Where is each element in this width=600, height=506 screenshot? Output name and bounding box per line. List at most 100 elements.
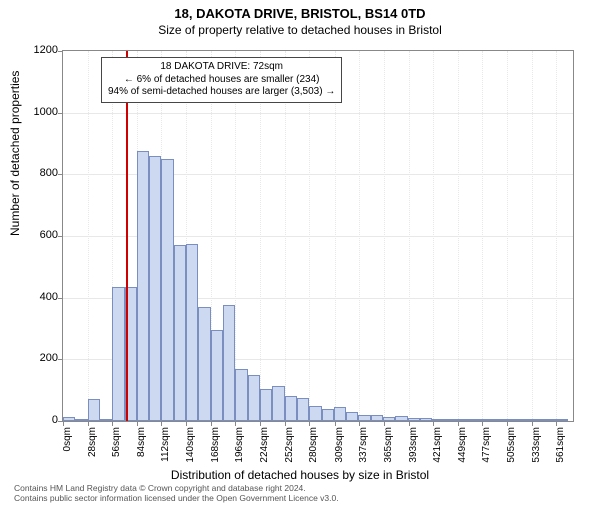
x-tick-label: 337sqm (358, 427, 369, 477)
tick-mark (88, 421, 89, 426)
attribution-footer: Contains HM Land Registry data © Crown c… (14, 484, 339, 504)
histogram-bar (63, 417, 75, 421)
gridline (335, 51, 336, 421)
gridline (235, 51, 236, 421)
histogram-bar (309, 406, 321, 421)
x-tick-label: 252sqm (284, 427, 295, 477)
x-tick-label: 84sqm (136, 427, 147, 477)
histogram-bar (149, 156, 161, 421)
histogram-bar (161, 159, 173, 421)
tick-mark (433, 421, 434, 426)
tick-mark (112, 421, 113, 426)
histogram-bar (420, 418, 432, 421)
x-tick-label: 196sqm (234, 427, 245, 477)
tick-mark (260, 421, 261, 426)
gridline (309, 51, 310, 421)
tick-mark (384, 421, 385, 426)
tick-mark (58, 298, 63, 299)
tick-mark (409, 421, 410, 426)
x-tick-label: 561sqm (555, 427, 566, 477)
gridline (507, 51, 508, 421)
gridline (260, 51, 261, 421)
gridline (384, 51, 385, 421)
x-tick-label: 0sqm (62, 427, 73, 477)
tick-mark (556, 421, 557, 426)
histogram-bar (322, 409, 334, 421)
histogram-bar (186, 244, 198, 421)
x-tick-label: 449sqm (457, 427, 468, 477)
chart-title: 18, DAKOTA DRIVE, BRISTOL, BS14 0TD (0, 6, 600, 21)
gridline (532, 51, 533, 421)
annotation-line: ← 6% of detached houses are smaller (234… (108, 74, 335, 87)
footer-line: Contains public sector information licen… (14, 494, 339, 504)
histogram-bar (482, 419, 494, 421)
histogram-bar (297, 398, 309, 421)
histogram-bar (248, 375, 260, 421)
histogram-bar (518, 419, 530, 421)
tick-mark (211, 421, 212, 426)
histogram-bar (346, 412, 358, 421)
histogram-bar (211, 330, 223, 421)
y-tick-label: 200 (18, 352, 58, 364)
histogram-bar (371, 415, 383, 421)
histogram-bar (112, 287, 124, 421)
histogram-bar (555, 419, 567, 421)
y-axis-label: Number of detached properties (8, 71, 22, 236)
annotation-line: 94% of semi-detached houses are larger (… (108, 86, 335, 99)
histogram-bar (88, 399, 100, 421)
x-tick-label: 505sqm (506, 427, 517, 477)
histogram-bar (75, 419, 87, 421)
histogram-bar (543, 419, 555, 421)
y-tick-label: 1000 (18, 106, 58, 118)
x-tick-label: 477sqm (481, 427, 492, 477)
tick-mark (58, 236, 63, 237)
x-tick-label: 112sqm (160, 427, 171, 477)
x-tick-label: 280sqm (308, 427, 319, 477)
tick-mark (58, 174, 63, 175)
x-tick-label: 393sqm (408, 427, 419, 477)
histogram-bar (408, 418, 420, 421)
x-tick-label: 224sqm (259, 427, 270, 477)
x-tick-label: 56sqm (111, 427, 122, 477)
x-tick-label: 533sqm (531, 427, 542, 477)
x-tick-label: 421sqm (432, 427, 443, 477)
tick-mark (161, 421, 162, 426)
y-tick-label: 600 (18, 229, 58, 241)
histogram-bar (469, 419, 481, 421)
histogram-bar (174, 245, 186, 421)
histogram-bar (494, 419, 506, 421)
tick-mark (58, 113, 63, 114)
histogram-bar (457, 419, 469, 421)
histogram-bar (285, 396, 297, 421)
tick-mark (285, 421, 286, 426)
gridline (433, 51, 434, 421)
tick-mark (359, 421, 360, 426)
y-tick-label: 800 (18, 167, 58, 179)
x-tick-label: 365sqm (383, 427, 394, 477)
tick-mark (186, 421, 187, 426)
histogram-bar (432, 419, 444, 421)
histogram-bar (506, 419, 518, 421)
histogram-bar (531, 419, 543, 421)
tick-mark (58, 359, 63, 360)
tick-mark (532, 421, 533, 426)
reference-line (126, 51, 128, 421)
tick-mark (507, 421, 508, 426)
histogram-bar (198, 307, 210, 421)
y-tick-label: 400 (18, 291, 58, 303)
tick-mark (309, 421, 310, 426)
tick-mark (137, 421, 138, 426)
histogram-bar (100, 419, 112, 421)
histogram-bar (334, 407, 346, 421)
histogram-bar (137, 151, 149, 421)
tick-mark (482, 421, 483, 426)
gridline (63, 113, 573, 114)
x-tick-label: 309sqm (334, 427, 345, 477)
histogram-bar (445, 419, 457, 421)
y-tick-label: 1200 (18, 44, 58, 56)
gridline (88, 51, 89, 421)
gridline (482, 51, 483, 421)
y-tick-label: 0 (18, 414, 58, 426)
histogram-bar (223, 305, 235, 421)
gridline (409, 51, 410, 421)
